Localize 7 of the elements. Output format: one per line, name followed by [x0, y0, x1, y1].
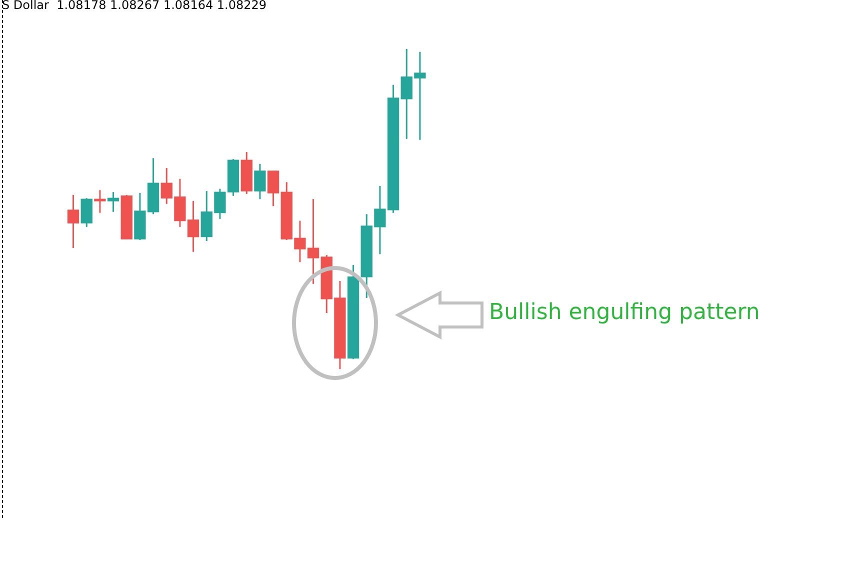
candlestick — [267, 170, 280, 207]
candlestick — [107, 191, 120, 213]
candlestick — [94, 189, 106, 214]
candlestick — [67, 194, 80, 249]
text: S Dollar 1.08178 1.08267 1.08164 1.08229 — [2, 0, 267, 12]
text: Bullish engulfing pattern — [489, 300, 760, 325]
candlestick — [254, 163, 266, 200]
